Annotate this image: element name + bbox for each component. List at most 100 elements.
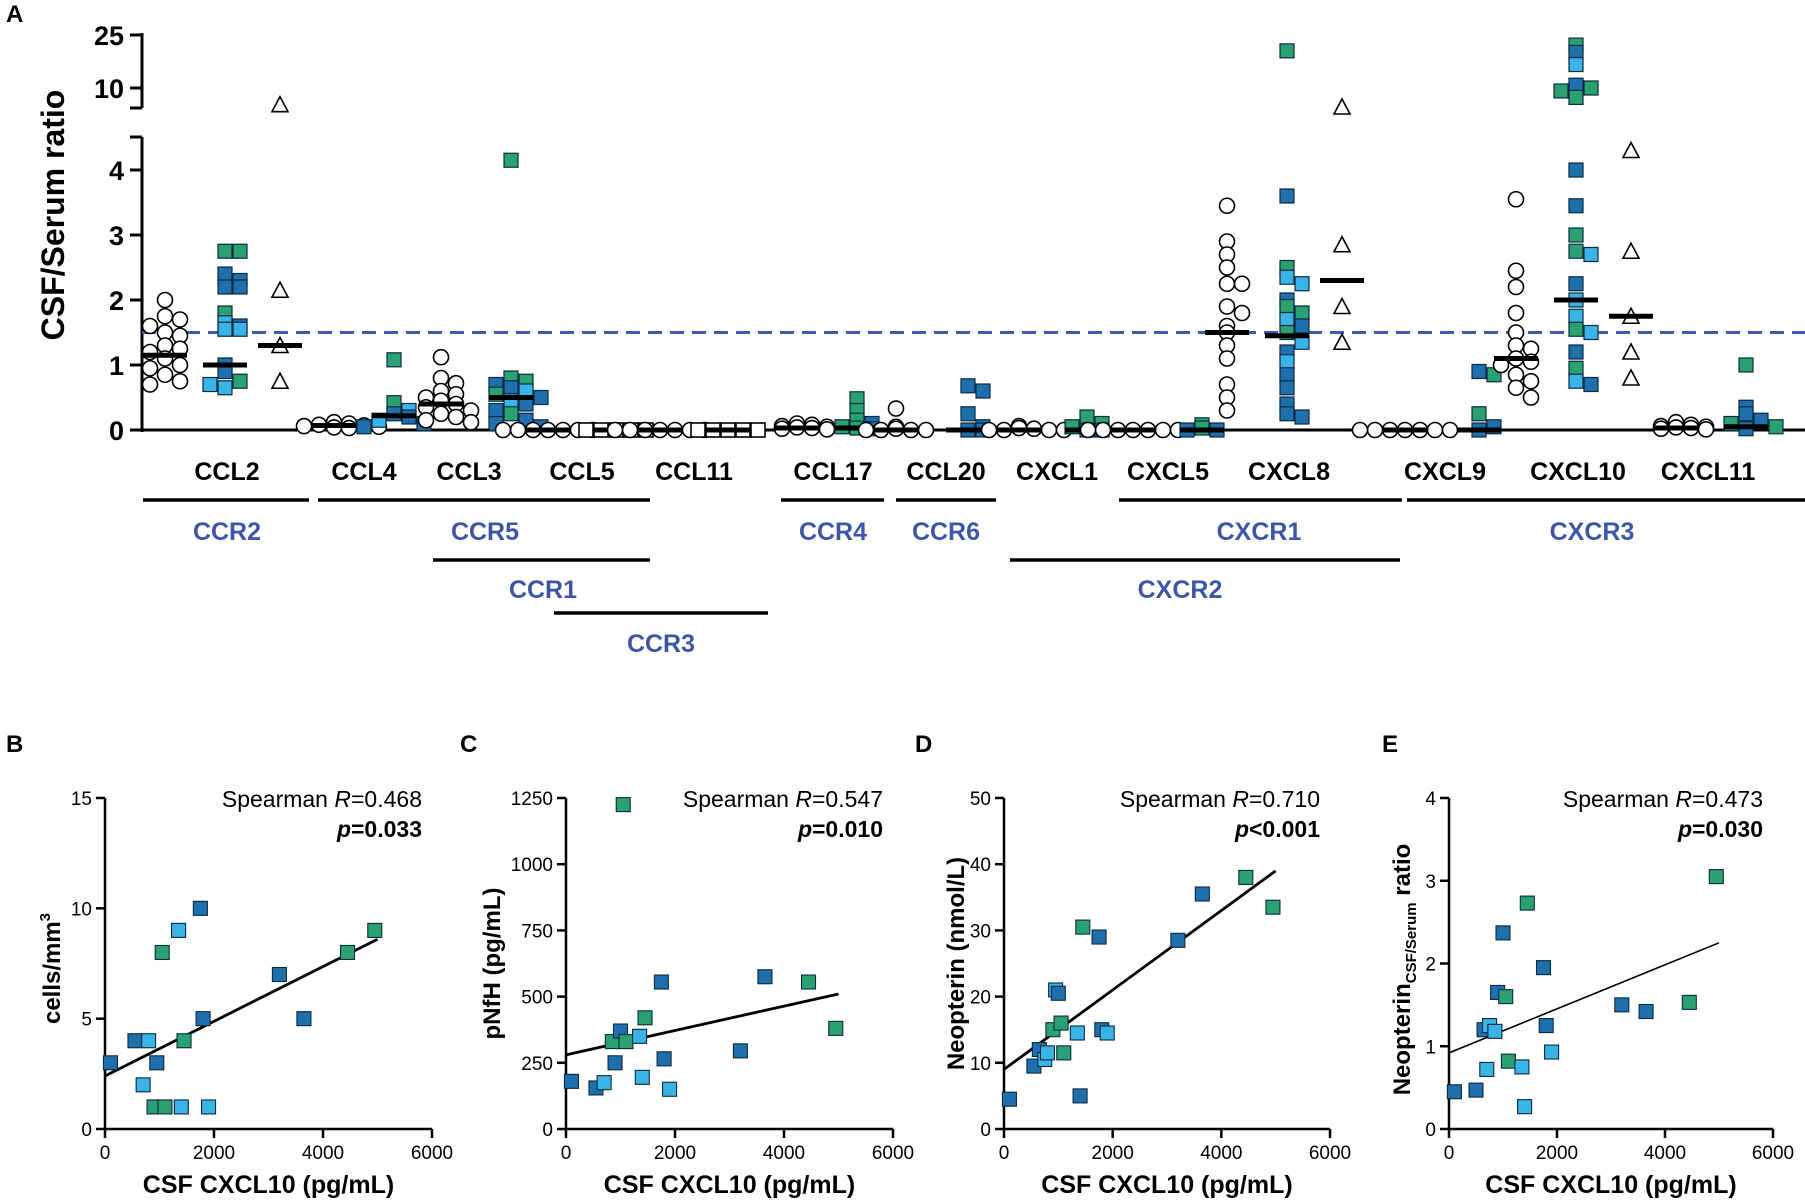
panel-a-square-point: [750, 422, 766, 438]
panel-a-circle-point: [417, 411, 435, 429]
panel-a-y-tick-label: 0: [109, 416, 124, 446]
panel-c-p-symbol: p: [797, 816, 812, 842]
panel-a-circle-point: [1697, 421, 1715, 438]
panel-e-data-point: [1535, 960, 1552, 976]
panel-c-spearman-stat: Spearman R=0.547: [683, 786, 883, 812]
panel-a-square-point: [503, 406, 519, 422]
panel-b-spearman-r-symbol: R: [334, 786, 351, 812]
panel-a-chart: A CSF/Serum ratio 0 1 2 3 4 10 25 CCL2 CCL4 CCL3 C…: [6, 1, 1805, 658]
panel-a-circle-point: [606, 421, 624, 439]
panel-a-circle-point: [1040, 421, 1058, 439]
panel-a-category-label: CCL11: [655, 458, 733, 486]
panel-a-circle-point: [1366, 421, 1384, 439]
panel-d-data-point: [1053, 1015, 1069, 1031]
panel-a-square-point: [578, 422, 594, 438]
panel-b-data-point: [173, 1099, 189, 1115]
panel-a-circle-point: [1441, 421, 1459, 439]
panel-e-y-tick-label: 4: [1425, 789, 1436, 810]
panel-a-category-label: CCL2: [194, 458, 259, 486]
panel-a-square-point: [1553, 83, 1569, 99]
panel-b-data-point: [141, 1033, 157, 1049]
panel-a-y-tick-label: 1: [109, 351, 124, 381]
panel-b-y-axis-label-text: cells/mm: [39, 921, 66, 1024]
panel-a-square-point: [1279, 311, 1295, 328]
panel-e-spearman-label: Spearman: [1563, 786, 1676, 812]
panel-d-p-value: p<0.001: [1234, 816, 1320, 842]
panel-a-triangle-point: [1332, 235, 1352, 253]
panel-e-data-point: [1638, 1003, 1654, 1020]
panel-d-data-point: [1001, 1091, 1017, 1107]
panel-d-data-point: [1194, 886, 1210, 902]
panel-e-data-point: [1514, 1059, 1530, 1075]
panel-d-y-tick-label: 20: [970, 988, 991, 1009]
panel-d-p-value-text: <0.001: [1249, 816, 1320, 842]
panel-a-square-point: [1279, 406, 1295, 422]
panel-d-data-point: [1069, 1025, 1085, 1041]
panel-a-circle-point: [1154, 421, 1172, 439]
panel-a-circle-point: [1507, 278, 1525, 296]
panel-a-category-label: CCL3: [436, 458, 501, 486]
panel-a-square-point: [217, 321, 233, 337]
panel-c-data-point: [656, 1051, 672, 1067]
panel-a-square-point: [1568, 321, 1584, 337]
panel-a-square-point: [1583, 324, 1599, 341]
panel-a-triangle-point: [270, 371, 290, 390]
panel-d-x-tick-label: 0: [999, 1143, 1010, 1164]
panel-c-x-tick-label: 0: [561, 1143, 572, 1164]
panel-e-p-symbol: p: [1677, 816, 1692, 842]
panel-a-category-label: CXCL8: [1248, 458, 1330, 486]
panel-a-y-tick-label: 25: [94, 21, 124, 51]
panel-d-y-tick-label: 10: [970, 1054, 991, 1075]
panel-a-circle-point: [857, 421, 875, 439]
panel-c-p-value-text: =0.010: [812, 816, 883, 842]
panel-a-square-point: [1294, 276, 1310, 292]
panel-a-triangle-point: [1621, 140, 1641, 159]
panel-a-circle-point: [432, 405, 450, 423]
panel-c-data-point: [618, 1034, 634, 1050]
panel-c-y-tick-label: 1000: [511, 855, 553, 876]
panel-e-data-point: [1681, 994, 1697, 1010]
panel-letter-b: B: [6, 731, 23, 758]
panel-a-square-point: [488, 402, 504, 419]
panel-c-p-value: p=0.010: [797, 816, 883, 842]
panel-a-square-point: [1583, 246, 1599, 263]
panel-c-x-tick-label: 2000: [654, 1143, 696, 1164]
panel-a-square-point: [1568, 89, 1584, 106]
panel-a-circle-point: [621, 421, 639, 439]
panel-a-receptor-label: CCR2: [193, 518, 261, 546]
panel-letter-e: E: [1382, 731, 1398, 758]
panel-a-y-tick-label: 4: [109, 156, 124, 186]
panel-e-p-value: p=0.030: [1677, 816, 1763, 842]
panel-e-p-value-text: =0.030: [1692, 816, 1763, 842]
panel-a-circle-point: [1426, 421, 1444, 439]
panel-b-data-point: [296, 1011, 312, 1027]
panel-a-triangle-point: [270, 94, 290, 113]
panel-a-square-point: [503, 380, 519, 396]
panel-a-circle-point: [1079, 421, 1097, 439]
panel-a-circle-point: [1507, 190, 1525, 208]
panel-a-square-point: [217, 243, 233, 259]
panel-b-data-point: [127, 1033, 143, 1049]
panel-e-y-tick-label: 2: [1425, 955, 1436, 976]
panel-b-data-point: [195, 1011, 211, 1027]
panel-c-data-point: [661, 1081, 678, 1097]
panel-b-p-symbol: p: [336, 816, 351, 842]
panel-a-circle-point: [509, 421, 527, 439]
panel-a-triangle-point: [1621, 241, 1641, 260]
panel-a-circle-point: [1218, 402, 1236, 419]
panel-a-square-point: [232, 373, 248, 389]
panel-a-square-point: [1583, 80, 1599, 96]
panel-d-y-axis-label: Neopterin (nmol/L): [943, 857, 970, 1070]
panel-e-y-axis-label-main: Neopterin: [1389, 983, 1416, 1095]
panel-a-square-point: [533, 389, 549, 406]
panel-a-category-label: CXCL1: [1016, 458, 1098, 486]
panel-e-x-tick-label: 6000: [1752, 1143, 1794, 1164]
panel-e-data-point: [1517, 1099, 1533, 1115]
panel-a-category-label: CXCL5: [1127, 458, 1209, 486]
panel-a-circle-point: [1507, 379, 1525, 397]
panel-a-circle-point: [340, 419, 358, 437]
panel-a-circle-point: [1233, 275, 1251, 293]
panel-d-fit-line: [1003, 869, 1277, 1071]
panel-a-triangle-point: [1621, 368, 1641, 386]
